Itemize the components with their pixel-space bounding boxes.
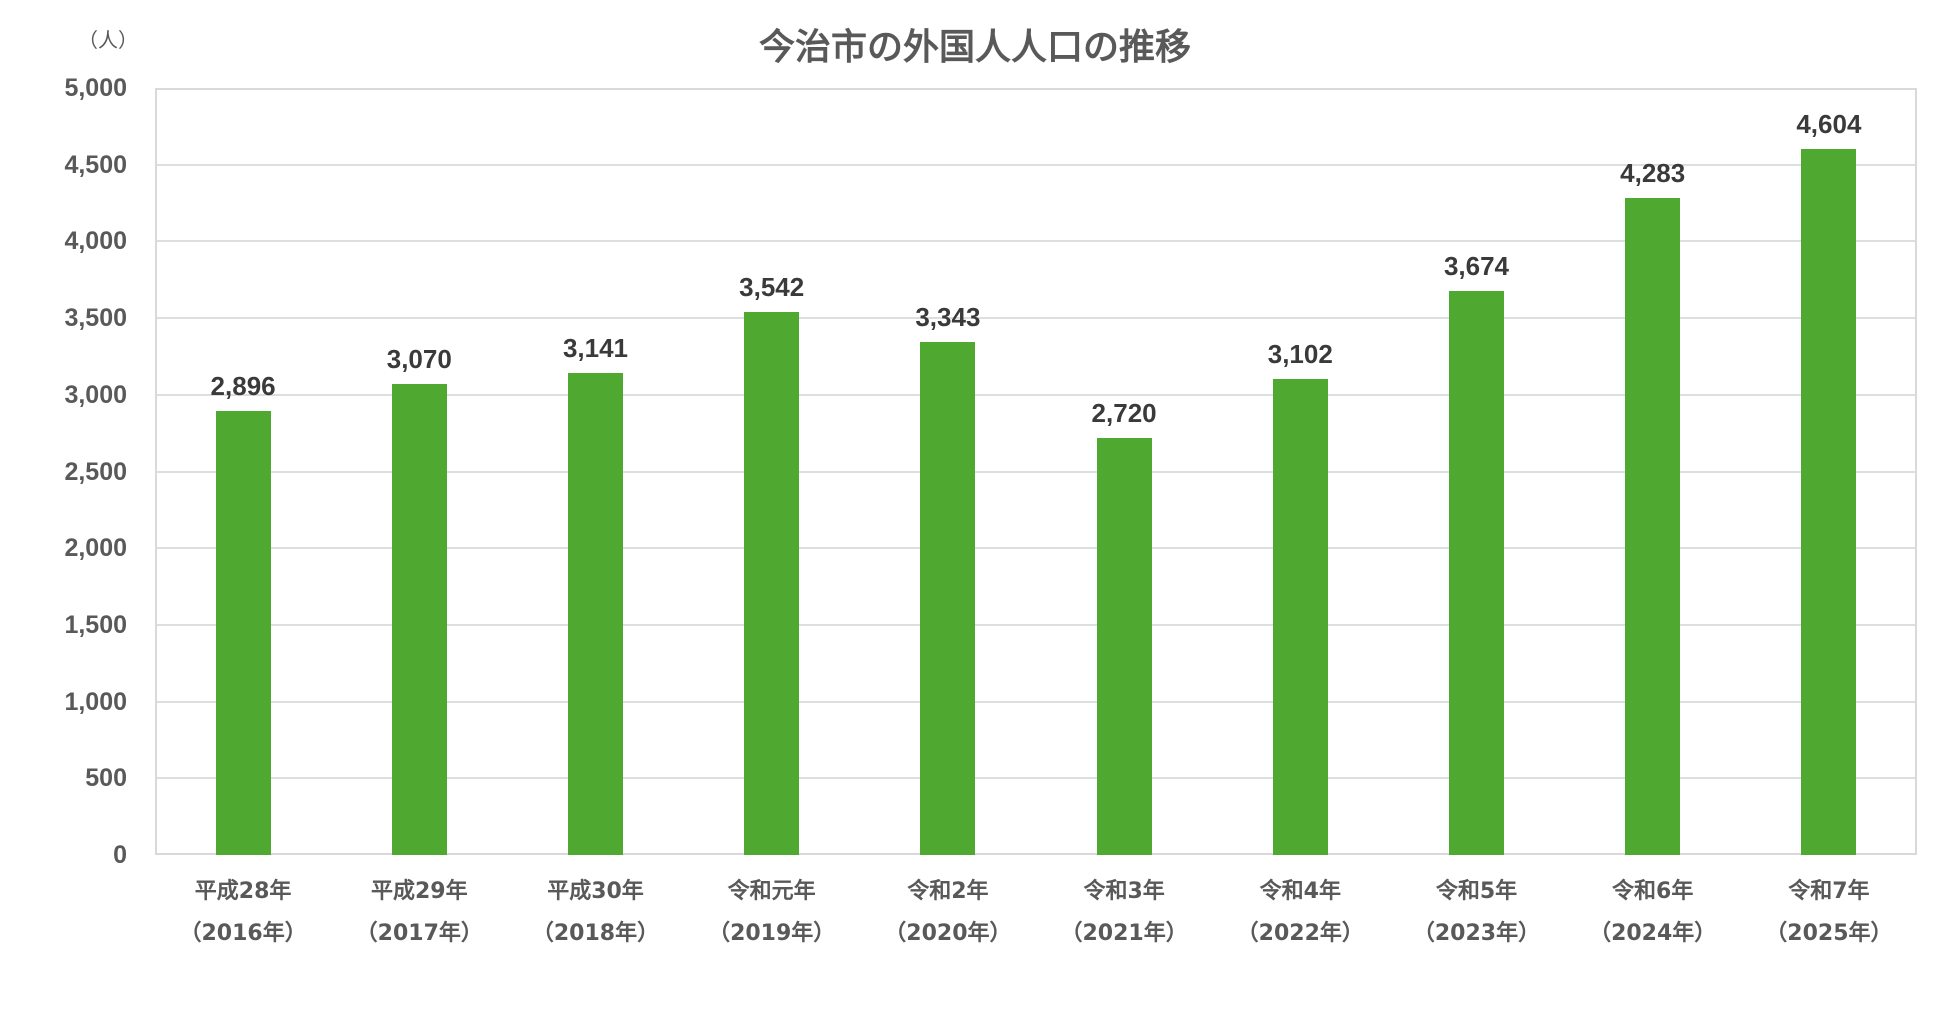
era-label: 平成29年	[370, 879, 468, 904]
era-label: 令和4年	[1259, 879, 1341, 904]
bar	[215, 410, 271, 855]
gridline	[155, 470, 1917, 473]
data-label: 3,141	[562, 333, 629, 364]
era-label: 令和7年	[1788, 879, 1870, 904]
year-label: （2024年）	[1589, 921, 1717, 946]
gridline	[155, 317, 1917, 320]
x-axis-category-label: 平成28年 （2016年）	[158, 878, 328, 948]
x-axis-category-label: 令和5年 （2023年）	[1392, 878, 1562, 948]
year-label: （2025年）	[1765, 921, 1893, 946]
bar	[568, 373, 623, 855]
era-label: 令和2年	[907, 879, 989, 904]
y-axis-tick-label: 5,000	[64, 74, 127, 102]
data-label: 2,896	[210, 370, 276, 401]
x-axis-category-label: 平成30年 （2018年）	[511, 878, 681, 948]
gridline	[155, 163, 1917, 166]
y-axis-unit-label: （人）	[78, 28, 138, 52]
y-axis-tick-label: 4,500	[64, 150, 127, 179]
y-axis-tick-label: 3,000	[64, 380, 127, 409]
y-axis-tick-label: 1,500	[64, 610, 127, 639]
era-label: 令和3年	[1083, 879, 1165, 904]
bar	[744, 311, 800, 855]
bar	[1096, 437, 1152, 855]
y-axis-tick-label: 2,500	[64, 457, 127, 486]
x-axis-category-label: 令和4年 （2022年）	[1215, 878, 1385, 948]
x-axis-category-label: 平成29年 （2017年）	[334, 878, 504, 948]
data-label: 3,542	[739, 271, 805, 302]
y-axis-tick-label: 3,500	[64, 304, 127, 333]
plot-area	[155, 88, 1917, 855]
y-axis-tick-label: 500	[85, 764, 127, 793]
data-label: 2,720	[1091, 397, 1157, 428]
gridline	[155, 700, 1917, 703]
year-label: （2019年）	[708, 921, 836, 946]
gridline	[155, 240, 1917, 243]
era-label: 令和元年	[727, 879, 816, 904]
y-axis-tick-label: 2,000	[64, 534, 127, 563]
year-label: （2021年）	[1060, 921, 1188, 946]
bar	[920, 342, 976, 855]
bar	[1449, 291, 1504, 855]
year-label: （2016年）	[179, 921, 307, 946]
year-label: （2017年）	[355, 921, 483, 946]
x-axis-category-label: 令和3年 （2021年）	[1039, 878, 1209, 948]
bar	[1625, 197, 1681, 855]
x-axis-category-label: 令和7年 （2025年）	[1744, 878, 1914, 948]
bar	[1272, 379, 1328, 855]
era-label: 令和5年	[1435, 879, 1518, 904]
y-axis-tick-label: 1,000	[64, 687, 127, 716]
year-label: （2020年）	[884, 921, 1012, 946]
chart-title: 今治市の外国人人口の推移	[758, 27, 1191, 68]
x-axis-category-label: 令和元年 （2019年）	[687, 878, 857, 948]
x-axis-category-label: 令和6年 （2024年）	[1568, 878, 1738, 948]
era-label: 平成28年	[194, 879, 292, 904]
bar	[1801, 148, 1857, 855]
x-axis-category-label: 令和2年 （2020年）	[863, 878, 1033, 948]
data-label: 4,604	[1796, 108, 1862, 139]
data-label: 3,102	[1267, 339, 1333, 370]
y-axis-tick-label: 4,000	[64, 227, 127, 256]
year-label: （2018年）	[531, 921, 660, 946]
year-label: （2022年）	[1236, 921, 1364, 946]
data-label: 3,070	[386, 344, 452, 375]
gridline	[155, 393, 1917, 396]
era-label: 平成30年	[547, 879, 644, 904]
year-label: （2023年）	[1412, 921, 1541, 946]
y-axis-tick-label: 0	[113, 841, 127, 869]
data-label: 3,343	[915, 302, 981, 333]
gridline	[155, 777, 1917, 780]
gridline	[155, 623, 1917, 626]
data-label: 3,674	[1443, 251, 1510, 282]
data-label: 4,283	[1620, 157, 1686, 188]
bar	[391, 384, 447, 855]
era-label: 令和6年	[1612, 879, 1694, 904]
gridline	[155, 547, 1917, 550]
